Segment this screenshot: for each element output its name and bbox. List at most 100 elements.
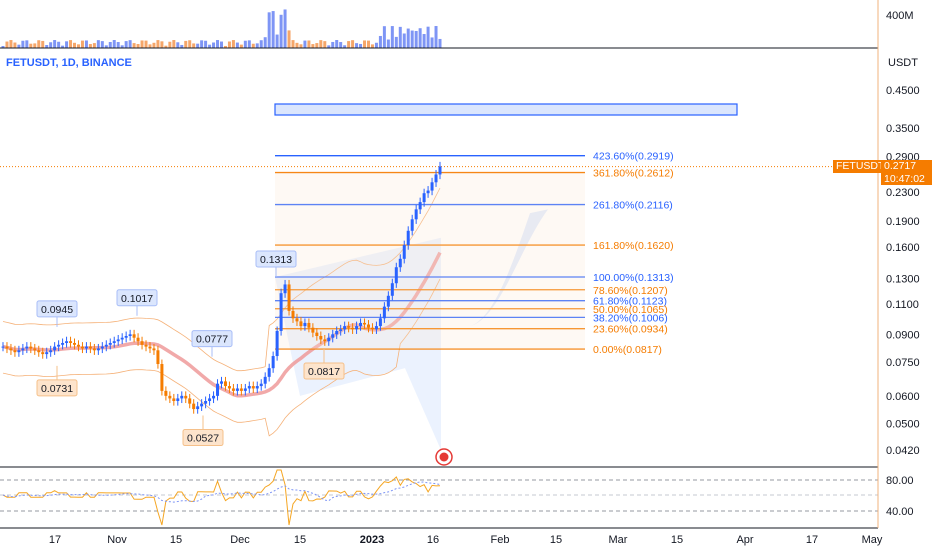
- time-tick-label: 15: [294, 534, 306, 546]
- volume-bar: [374, 42, 378, 48]
- volume-bar: [96, 40, 100, 48]
- candle-body: [140, 341, 144, 345]
- volume-bar: [212, 42, 216, 48]
- volume-bar: [156, 40, 160, 48]
- volume-bar: [422, 34, 426, 48]
- symbol-title[interactable]: FETUSDT, 1D, BINANCE: [6, 57, 132, 69]
- volume-bar: [80, 40, 84, 48]
- candle-body: [414, 209, 418, 220]
- volume-bar: [279, 14, 283, 48]
- volume-bar: [41, 40, 45, 48]
- volume-bar: [295, 42, 299, 48]
- candle-body: [116, 339, 120, 342]
- volume-bar: [45, 45, 49, 48]
- volume-bar: [355, 43, 359, 48]
- volume-bar: [184, 40, 188, 48]
- candle-body: [212, 395, 216, 399]
- rsi-pane: [0, 469, 878, 526]
- volume-bar: [128, 40, 132, 48]
- candle-body: [378, 318, 382, 327]
- candle-body: [339, 329, 343, 331]
- callout-label: 0.0817: [308, 366, 340, 378]
- candle-body: [208, 398, 212, 402]
- candle-body: [239, 388, 243, 391]
- candle-body: [120, 337, 124, 340]
- candle-body: [17, 350, 21, 353]
- volume-bar: [152, 42, 156, 48]
- price-tick-label: 0.1300: [886, 273, 920, 285]
- volume-bar: [430, 37, 434, 48]
- time-tick-label: 16: [427, 534, 439, 546]
- fib-level-label: 50.00%(0.1065): [593, 304, 668, 316]
- candle-body: [61, 342, 65, 345]
- volume-bar: [251, 43, 255, 48]
- time-tick-label: Mar: [609, 534, 628, 546]
- volume-bar: [17, 44, 21, 48]
- price-tick-label: 0.0900: [886, 329, 920, 341]
- volume-bar: [65, 41, 69, 48]
- candle-body: [100, 346, 104, 349]
- volume-bar: [172, 40, 176, 48]
- candle-body: [156, 350, 160, 365]
- time-tick-label: 2023: [360, 534, 384, 546]
- event-marker-dot: [439, 452, 449, 462]
- fib-level-label: 23.60%(0.0934): [593, 324, 668, 336]
- volume-bar: [176, 42, 180, 48]
- candle-body: [287, 284, 291, 311]
- volume-bar: [1, 46, 5, 48]
- volume-bar: [88, 44, 92, 48]
- volume-bar: [259, 40, 263, 48]
- candle-body: [65, 341, 69, 343]
- fib-level-label: 100.00%(0.1313): [593, 272, 674, 284]
- price-callouts: 0.0945 0.0731 0.1017 0.0777 0.0527 0.1313 0.08…: [36, 250, 453, 466]
- candle-body: [53, 346, 57, 351]
- volume-bar: [267, 12, 271, 48]
- price-tick-label: 0.0500: [886, 419, 920, 431]
- candle-body: [80, 346, 84, 349]
- candle-body: [41, 352, 45, 355]
- projection-shade: [275, 237, 441, 450]
- candle-body: [271, 356, 275, 369]
- candle-body: [303, 322, 307, 327]
- candle-body: [37, 350, 41, 353]
- callout-label: 0.0527: [187, 433, 219, 445]
- volume-bar: [37, 40, 41, 48]
- fib-level-label: 78.60%(0.1207): [593, 285, 668, 297]
- last-price-tag: 0.2717: [881, 160, 932, 173]
- candle-body: [172, 398, 176, 402]
- candle-body: [410, 219, 414, 231]
- fib-zone: [275, 172, 585, 349]
- volume-bar: [136, 44, 140, 48]
- candle-body: [25, 346, 29, 349]
- volume-bar: [370, 44, 374, 48]
- volume-bar: [347, 41, 351, 48]
- volume-bar: [426, 26, 430, 48]
- candle-body: [394, 267, 398, 284]
- candle-body: [406, 230, 410, 246]
- volume-bar: [390, 26, 394, 48]
- volume-bar: [69, 40, 73, 48]
- candle-body: [430, 182, 434, 191]
- volume-bar: [307, 40, 311, 48]
- volume-bar: [382, 26, 386, 48]
- volume-bar: [247, 40, 251, 48]
- volume-bar: [366, 40, 370, 48]
- candle-body: [76, 344, 80, 347]
- candle-body: [168, 395, 172, 399]
- candle-body: [263, 376, 267, 384]
- rsi-tick-label: 40.00: [886, 506, 914, 518]
- candle-body: [184, 395, 188, 399]
- volume-bar: [196, 43, 200, 48]
- callout-label: 0.0945: [41, 304, 73, 316]
- candle-body: [283, 284, 287, 294]
- candle-body: [132, 334, 136, 338]
- volume-bar: [339, 42, 343, 48]
- volume-bar: [53, 40, 57, 48]
- rsi-ma-line: [2, 481, 441, 503]
- time-tick-label: May: [862, 534, 883, 546]
- candle-body: [223, 381, 227, 387]
- candle-body: [267, 368, 271, 377]
- volume-bar: [438, 38, 442, 48]
- fib-extension[interactable]: 423.60%(0.2919) 361.80%(0.2612) 261.80%(0.…: [0, 103, 878, 356]
